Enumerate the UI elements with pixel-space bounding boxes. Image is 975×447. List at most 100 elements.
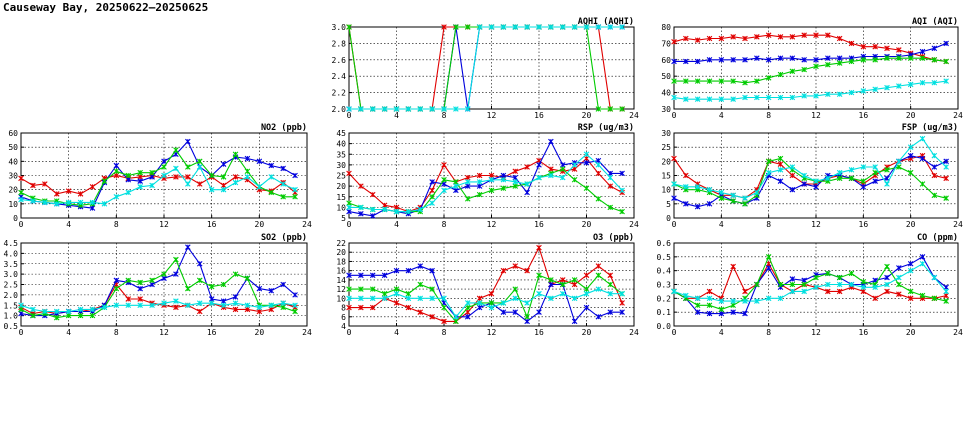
data-point [619, 309, 625, 315]
data-point [512, 168, 519, 175]
data-point [813, 32, 819, 38]
data-point [77, 312, 84, 319]
series-blue [671, 152, 949, 210]
data-point [185, 174, 191, 180]
data-point [683, 96, 689, 102]
data-point [185, 302, 191, 309]
data-point [848, 58, 855, 65]
data-point [244, 275, 251, 282]
data-point [125, 176, 132, 183]
y-tick-label: 15 [336, 193, 346, 202]
data-point [801, 181, 807, 187]
data-point [161, 275, 167, 282]
data-point [89, 306, 96, 313]
data-point [671, 181, 677, 187]
data-point [476, 295, 483, 302]
y-tick-label: 0.5 [4, 322, 19, 331]
data-point [30, 312, 36, 319]
data-point [825, 91, 831, 98]
y-tick-label: 3.5 [4, 260, 19, 269]
data-point [777, 155, 784, 162]
data-point [381, 106, 388, 112]
data-point [346, 200, 352, 206]
data-point [548, 24, 554, 30]
x-tick-label: 16 [859, 111, 869, 120]
data-point [381, 272, 388, 279]
y-tick-label: 30 [661, 105, 671, 114]
data-point [405, 304, 412, 311]
chart-aqi: 0 4 8 12 16 20 24 30 40 50 60 70 80 AQI (AQI) [661, 17, 963, 120]
y-tick-label: 25 [336, 172, 346, 181]
data-point [595, 106, 602, 112]
data-point [559, 162, 566, 168]
data-point [919, 254, 926, 260]
series-line [349, 265, 623, 323]
x-tick-label: 8 [442, 328, 447, 337]
x-tick-label: 20 [255, 220, 265, 229]
data-point [89, 199, 96, 206]
data-point [671, 38, 677, 45]
data-point [280, 193, 286, 200]
data-point [607, 106, 614, 112]
data-point [907, 288, 914, 295]
data-point [464, 196, 471, 202]
data-point [754, 94, 760, 101]
data-point [476, 304, 483, 311]
series-green [346, 166, 625, 215]
data-point [381, 295, 388, 302]
data-point [825, 61, 831, 68]
data-point [208, 172, 215, 179]
data-point [619, 187, 625, 194]
x-tick-label: 16 [534, 220, 544, 229]
y-tick-label: 20 [8, 186, 18, 195]
data-point [30, 182, 36, 189]
x-tick-label: 20 [906, 220, 916, 229]
data-point [77, 191, 84, 197]
x-tick-label: 24 [629, 220, 639, 229]
data-point [671, 195, 677, 201]
y-tick-label: 40 [336, 140, 346, 149]
data-point [137, 178, 143, 184]
data-point [836, 60, 843, 66]
y-tick-label: 25 [661, 143, 671, 152]
data-point [488, 187, 495, 194]
series-green [18, 147, 298, 209]
series-line [673, 155, 947, 199]
data-point [196, 260, 203, 267]
data-point [464, 183, 471, 189]
series-line [673, 80, 947, 100]
data-point [607, 170, 614, 177]
data-point [931, 152, 938, 159]
data-point [464, 309, 471, 315]
y-tick-label: 0.6 [657, 239, 672, 248]
data-point [884, 281, 890, 288]
data-point [765, 265, 772, 271]
data-point [619, 300, 625, 306]
y-tick-label: 0.2 [657, 294, 672, 303]
data-point [476, 179, 483, 185]
x-tick-label: 4 [394, 328, 399, 337]
data-point [919, 155, 926, 162]
data-point [706, 201, 713, 207]
data-point [453, 106, 459, 112]
data-point [280, 181, 286, 187]
series-line [673, 262, 947, 300]
series-line [673, 34, 947, 62]
data-point [789, 276, 796, 282]
data-point [694, 58, 701, 65]
x-tick-label: 16 [534, 328, 544, 337]
data-point [393, 204, 400, 211]
data-point [488, 172, 495, 179]
data-point [453, 24, 459, 30]
y-tick-label: 5 [341, 214, 346, 223]
data-point [464, 179, 471, 185]
data-point [429, 286, 435, 292]
data-point [777, 94, 784, 101]
data-point [196, 164, 203, 170]
data-point [607, 290, 614, 297]
data-point [931, 45, 938, 52]
y-tick-label: 4.0 [4, 249, 19, 258]
x-tick-label: 12 [487, 220, 497, 229]
y-tick-label: 50 [661, 72, 671, 81]
